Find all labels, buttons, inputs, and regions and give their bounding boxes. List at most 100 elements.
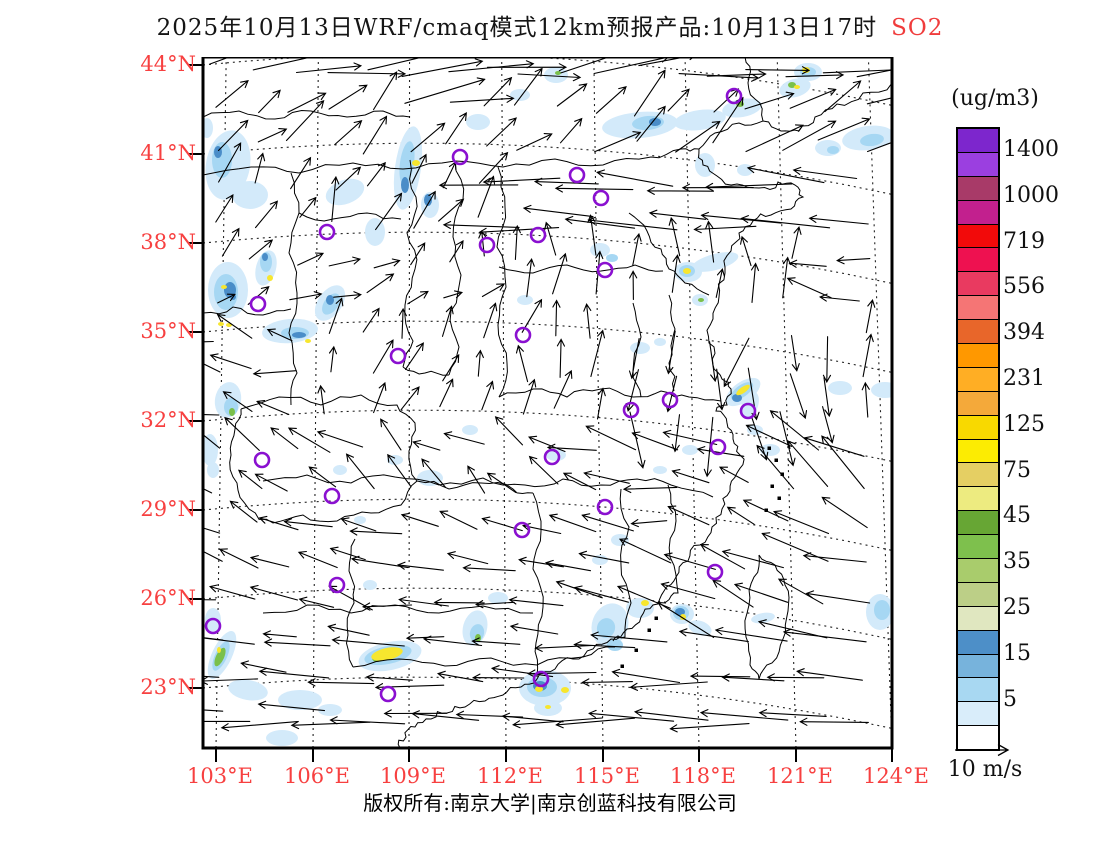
wind-vector bbox=[559, 117, 583, 144]
wind-vector bbox=[671, 469, 710, 484]
wind-vector bbox=[867, 141, 892, 153]
pollution-patch bbox=[544, 67, 568, 83]
wind-vector bbox=[629, 270, 638, 301]
wind-vector bbox=[766, 673, 825, 682]
wind-vector bbox=[405, 633, 445, 643]
pollution-patch bbox=[641, 600, 649, 606]
pollution-patch bbox=[203, 118, 213, 138]
wind-vector bbox=[751, 416, 769, 461]
wind-vector bbox=[340, 517, 377, 532]
wind-vector bbox=[723, 337, 750, 388]
wind-vector bbox=[438, 181, 519, 190]
wind-vector bbox=[443, 431, 485, 445]
legend-tick-label: 45 bbox=[1003, 503, 1031, 529]
city-marker bbox=[739, 402, 757, 420]
wind-vector bbox=[217, 293, 236, 304]
wind-vector bbox=[726, 506, 755, 525]
wind-vector bbox=[716, 368, 726, 411]
wind-vector bbox=[671, 414, 681, 453]
wind-vector bbox=[486, 117, 517, 147]
legend-tick-label: 5 bbox=[1003, 686, 1017, 712]
wind-vector bbox=[329, 716, 406, 725]
island-speck bbox=[654, 616, 658, 620]
wind-vector bbox=[805, 590, 871, 604]
city-marker bbox=[318, 223, 336, 241]
wind-vector bbox=[481, 283, 506, 298]
wind-vector bbox=[222, 391, 253, 412]
island-speck bbox=[634, 648, 638, 652]
wind-vector bbox=[362, 115, 388, 155]
lat-label: 29°N bbox=[140, 497, 196, 521]
wind-vector bbox=[439, 510, 478, 530]
lon-label: 115°E bbox=[574, 764, 640, 788]
wind-vector bbox=[817, 117, 871, 141]
pollution-patch bbox=[218, 322, 224, 326]
wind-vector bbox=[526, 258, 535, 298]
wind-vector bbox=[308, 466, 337, 488]
city-marker bbox=[451, 148, 469, 166]
legend-swatch bbox=[958, 366, 998, 391]
wind-vector bbox=[632, 232, 642, 266]
wind-vector bbox=[715, 268, 725, 298]
wind-vector bbox=[513, 67, 543, 106]
legend-swatch bbox=[958, 199, 998, 224]
wind-vector bbox=[221, 227, 240, 257]
city-markers bbox=[204, 87, 757, 703]
wind-vector bbox=[789, 373, 808, 420]
wind-vector bbox=[471, 637, 521, 646]
pollution-patch bbox=[462, 425, 478, 435]
wind-vector bbox=[628, 338, 640, 380]
legend-swatch bbox=[958, 223, 998, 248]
legend-tick-label: 394 bbox=[1003, 320, 1045, 346]
wind-vector bbox=[631, 431, 679, 451]
city-marker bbox=[706, 563, 724, 581]
wind-vector bbox=[290, 156, 312, 190]
legend-swatch bbox=[958, 605, 998, 630]
wind-vector bbox=[822, 69, 892, 74]
wind-vector bbox=[328, 256, 362, 267]
wind-vector bbox=[856, 69, 892, 78]
wind-vector bbox=[718, 466, 749, 483]
wind-vector bbox=[822, 336, 832, 384]
wind-vector bbox=[861, 381, 870, 418]
city-marker bbox=[532, 670, 550, 688]
lon-label: 106°E bbox=[284, 764, 350, 788]
wind-vector bbox=[501, 712, 564, 723]
lon-label: 103°E bbox=[187, 764, 253, 788]
wind-vector bbox=[746, 165, 825, 184]
wind-vector bbox=[401, 58, 484, 77]
wind-vector bbox=[438, 198, 465, 222]
wind-vector bbox=[699, 544, 746, 570]
wind-vector bbox=[467, 465, 486, 494]
pollution-patch bbox=[221, 285, 227, 289]
wind-vector bbox=[411, 710, 480, 721]
wind-vector bbox=[704, 182, 793, 192]
wind-vector bbox=[585, 425, 637, 451]
lat-label: 44°N bbox=[140, 52, 196, 76]
pollution-patch bbox=[214, 647, 226, 667]
pollution-patch bbox=[305, 339, 311, 343]
wind-vector bbox=[522, 378, 537, 415]
wind-vector bbox=[295, 62, 363, 74]
pollution-patch bbox=[607, 639, 623, 651]
pollution-patch bbox=[217, 647, 221, 653]
wind-vector bbox=[372, 339, 394, 374]
wind-vector bbox=[516, 133, 553, 151]
map-frame bbox=[201, 57, 894, 750]
wind-vector bbox=[792, 166, 858, 180]
pollution-patch bbox=[354, 516, 366, 524]
wind-vector bbox=[362, 307, 380, 333]
wind-vector bbox=[518, 556, 564, 568]
legend-swatch bbox=[958, 343, 998, 367]
pollution-patch bbox=[365, 218, 385, 246]
wind-vector bbox=[668, 216, 681, 257]
wind-vector bbox=[203, 363, 221, 373]
wind-vector bbox=[475, 349, 484, 377]
wind-vector bbox=[398, 307, 407, 339]
wind-vector bbox=[297, 550, 338, 569]
wind-vector bbox=[482, 177, 561, 186]
wind-vector bbox=[203, 675, 220, 678]
wind-vector bbox=[229, 500, 258, 523]
city-marker bbox=[478, 236, 496, 254]
